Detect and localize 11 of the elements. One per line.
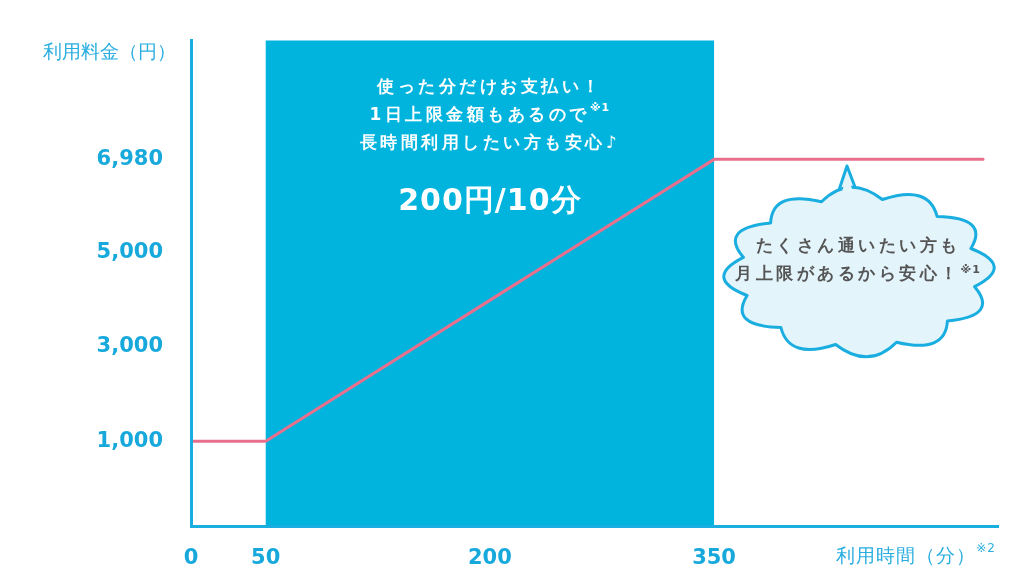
y-tick-label: 5,000: [96, 239, 163, 264]
y-tick-label: 6,980: [96, 145, 163, 170]
x-tick-label: 0: [183, 545, 199, 570]
annotation: たくさん通いたい方も月上限があるから安心！$^{※1}$: [734, 235, 981, 284]
y-tick-label: 3,000: [96, 333, 163, 358]
y-axis-title: 利用料金（円）: [43, 39, 176, 62]
x-tick-label: 200: [467, 545, 512, 570]
annotation: 200円/10分: [398, 182, 582, 218]
x-tick-label: 50: [251, 545, 281, 570]
y-tick-label: 1,000: [96, 427, 163, 452]
x-tick-label: 350: [692, 545, 736, 570]
